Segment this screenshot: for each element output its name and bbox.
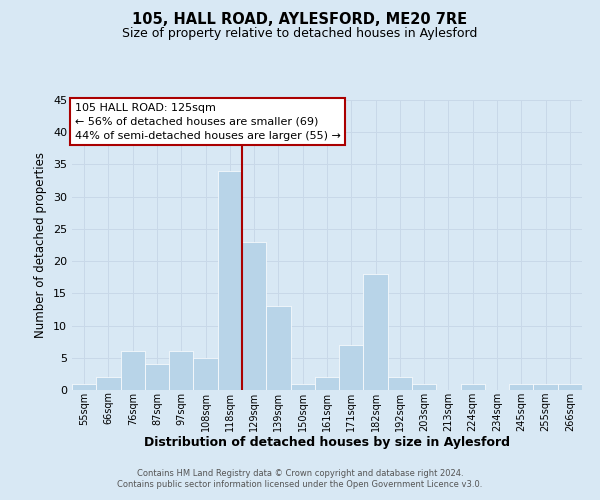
Text: 105, HALL ROAD, AYLESFORD, ME20 7RE: 105, HALL ROAD, AYLESFORD, ME20 7RE [133,12,467,28]
Bar [339,345,364,390]
Bar [461,384,485,390]
Bar [412,384,436,390]
Bar [364,274,388,390]
Bar [290,384,315,390]
Bar [121,352,145,390]
Bar [533,384,558,390]
Bar [193,358,218,390]
Text: Contains HM Land Registry data © Crown copyright and database right 2024.: Contains HM Land Registry data © Crown c… [137,468,463,477]
Text: Size of property relative to detached houses in Aylesford: Size of property relative to detached ho… [122,28,478,40]
Bar [145,364,169,390]
Bar [266,306,290,390]
Bar [169,352,193,390]
Bar [96,377,121,390]
Text: Contains public sector information licensed under the Open Government Licence v3: Contains public sector information licen… [118,480,482,489]
Bar [509,384,533,390]
Bar [315,377,339,390]
Y-axis label: Number of detached properties: Number of detached properties [34,152,47,338]
Bar [388,377,412,390]
Bar [72,384,96,390]
Bar [218,171,242,390]
Bar [242,242,266,390]
Bar [558,384,582,390]
X-axis label: Distribution of detached houses by size in Aylesford: Distribution of detached houses by size … [144,436,510,450]
Text: 105 HALL ROAD: 125sqm
← 56% of detached houses are smaller (69)
44% of semi-deta: 105 HALL ROAD: 125sqm ← 56% of detached … [74,103,340,141]
